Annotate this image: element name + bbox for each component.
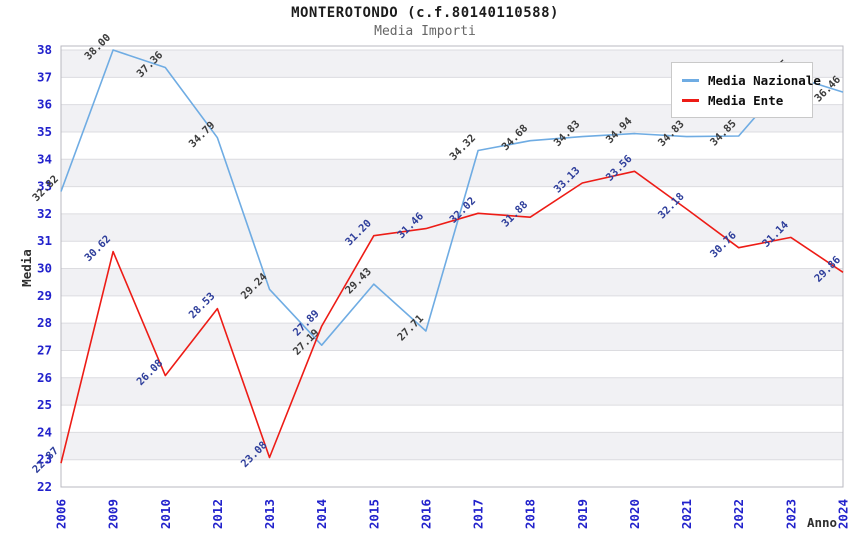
x-tick-label: 2012 xyxy=(210,499,225,529)
x-tick-label: 2016 xyxy=(418,499,433,529)
legend-label-media-nazionale: Media Nazionale xyxy=(708,72,821,88)
series-line-media-ente xyxy=(60,170,844,464)
x-tick-label: 2013 xyxy=(262,499,277,529)
legend-item-media-nazionale: Media Nazionale xyxy=(682,70,821,90)
x-tick-label: 2021 xyxy=(679,499,694,529)
y-tick-label: 36 xyxy=(37,97,52,112)
legend: Media Nazionale Media Ente xyxy=(671,62,821,118)
chart-subtitle: Media Importi xyxy=(374,24,476,39)
x-tick-label: 2006 xyxy=(54,499,69,529)
y-tick-label: 34 xyxy=(37,151,52,166)
y-tick-label: 35 xyxy=(37,124,52,139)
data-label-media-ente: 22.87 xyxy=(30,445,61,476)
series-line-media-nazionale xyxy=(60,49,844,347)
legend-swatch-media-ente xyxy=(682,98,699,102)
y-tick-label: 30 xyxy=(37,261,52,276)
x-tick-label: 2010 xyxy=(158,499,173,529)
x-tick-label: 2015 xyxy=(366,499,381,529)
x-tick-label: 2009 xyxy=(106,499,121,529)
plot-band xyxy=(61,268,843,296)
x-tick-label: 2022 xyxy=(731,499,746,529)
y-axis-title: Media xyxy=(19,249,34,287)
x-axis-title: Anno xyxy=(807,515,837,530)
y-tick-label: 25 xyxy=(37,397,52,412)
x-tick-label: 2017 xyxy=(471,499,486,529)
y-tick-label: 32 xyxy=(37,206,52,221)
x-tick-label: 2023 xyxy=(783,499,798,529)
y-tick-label: 26 xyxy=(37,370,52,385)
y-tick-label: 31 xyxy=(37,233,52,248)
y-tick-label: 38 xyxy=(37,42,52,57)
legend-item-media-ente: Media Ente xyxy=(682,90,802,110)
y-tick-label: 37 xyxy=(37,69,52,84)
y-tick-label: 27 xyxy=(37,342,52,357)
plot-band xyxy=(61,377,843,406)
chart-title: MONTEROTONDO (c.f.80140110588) xyxy=(291,5,559,21)
plot-border xyxy=(60,45,844,488)
y-tick-label: 29 xyxy=(37,288,52,303)
y-tick-label: 33 xyxy=(37,179,52,194)
x-tick-label: 2020 xyxy=(627,499,642,529)
y-tick-label: 24 xyxy=(37,424,52,439)
data-label-media-nazionale: 34.32 xyxy=(447,132,478,163)
x-tick-label: 2014 xyxy=(314,499,329,529)
y-tick-label: 22 xyxy=(37,479,52,494)
y-tick-label: 23 xyxy=(37,452,52,467)
y-tick-label: 28 xyxy=(37,315,52,330)
plot-band xyxy=(61,159,843,187)
x-tick-label: 2024 xyxy=(836,499,850,529)
x-tick-label: 2018 xyxy=(523,499,538,529)
plot-band xyxy=(61,432,843,460)
legend-swatch-media-nazionale xyxy=(682,78,699,82)
plot-band xyxy=(61,323,843,351)
legend-label-media-ente: Media Ente xyxy=(708,92,784,108)
x-tick-label: 2019 xyxy=(575,499,590,529)
